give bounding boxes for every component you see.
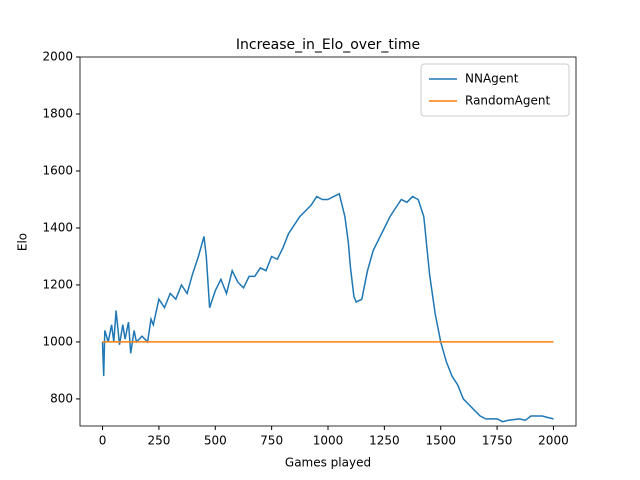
y-tick-label: 1600 [42,163,73,177]
x-axis-label: Games played [285,456,371,470]
x-tick-label: 0 [99,434,107,448]
x-tick-label: 750 [260,434,283,448]
y-axis-label: Elo [16,233,30,251]
x-tick-label: 1000 [313,434,344,448]
x-tick-label: 1750 [482,434,513,448]
y-tick-label: 1400 [42,220,73,234]
x-tick-label: 1250 [369,434,400,448]
axes-frame [79,56,577,427]
x-tick-label: 2000 [538,434,569,448]
y-tick-label: 1000 [42,334,73,348]
legend-box [420,63,570,117]
legend-label: NNAgent [465,72,519,86]
data-line [101,192,554,423]
legend-label: RandomAgent [465,94,550,108]
x-tick-label: 500 [204,434,227,448]
x-tick-label: 250 [147,434,170,448]
y-tick-label: 1800 [42,106,73,120]
chart-title: Increase_in_Elo_over_time [236,37,420,53]
y-tick-label: 800 [50,391,73,405]
y-tick-label: 1200 [42,277,73,291]
x-tick-label: 1500 [425,434,456,448]
y-tick-label: 2000 [42,50,73,64]
